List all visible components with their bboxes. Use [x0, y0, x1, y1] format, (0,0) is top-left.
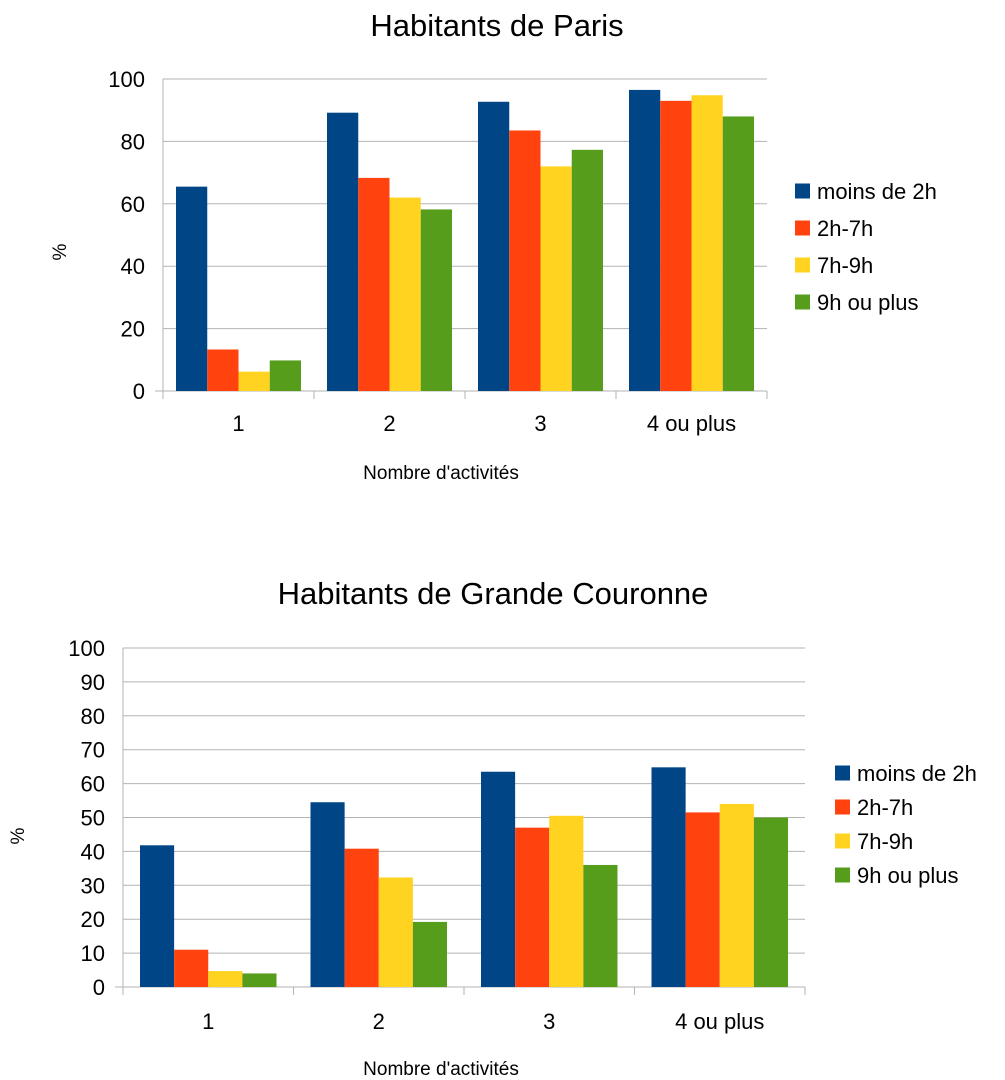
bar-2-3: [515, 827, 550, 987]
legend-label: moins de 2h: [817, 179, 937, 204]
y-tick-label: 20: [121, 317, 145, 342]
legend-swatch: [795, 257, 810, 273]
bar-1-4: [629, 89, 661, 392]
bar-2-4: [660, 100, 692, 391]
legend-swatch: [795, 220, 810, 236]
bar-1-1: [140, 845, 175, 987]
y-axis-label: %: [50, 243, 71, 260]
bar-2-4: [685, 812, 720, 987]
chart-title: Habitants de Paris: [370, 8, 623, 43]
x-tick-label: 2: [383, 411, 395, 436]
x-tick-label: 1: [232, 411, 244, 436]
legend-swatch: [795, 294, 810, 310]
legend-swatch: [835, 799, 850, 815]
bar-1-4: [651, 767, 686, 987]
bar-3-4: [691, 95, 723, 391]
chart-title: Habitants de Grande Couronne: [278, 576, 709, 611]
bar-1-3: [478, 101, 510, 391]
y-tick-label: 40: [81, 839, 105, 864]
y-tick-label: 100: [68, 636, 105, 661]
legend-label: moins de 2h: [857, 761, 977, 786]
x-tick-label: 1: [202, 1009, 214, 1034]
bar-2-2: [358, 177, 390, 391]
x-axis-label: Nombre d'activités: [363, 1059, 519, 1080]
y-axis-label: %: [8, 827, 29, 844]
chart-2: Habitants de Grande Couronne 0 10 20 30 40 50 6…: [8, 576, 977, 1080]
bar-3-1: [208, 971, 243, 987]
legend-swatch: [835, 765, 850, 781]
bar-4-2: [412, 921, 447, 987]
bar-4-4: [722, 116, 754, 391]
bar-4-1: [242, 973, 277, 987]
bar-3-3: [549, 815, 584, 987]
legend-swatch: [835, 867, 850, 883]
y-tick-label: 60: [121, 192, 145, 217]
bar-2-2: [344, 848, 379, 987]
bar-1-1: [176, 186, 208, 391]
y-tick-label: 20: [81, 907, 105, 932]
y-tick-label: 10: [81, 941, 105, 966]
x-tick-label: 2: [373, 1009, 385, 1034]
legend-label: 2h-7h: [857, 795, 913, 820]
bar-1-3: [481, 771, 516, 987]
x-tick-label: 3: [543, 1009, 555, 1034]
bar-4-1: [269, 360, 301, 391]
bar-3-3: [540, 166, 572, 391]
bar-2-1: [207, 349, 239, 391]
y-tick-label: 90: [81, 670, 105, 695]
y-tick-label: 80: [121, 129, 145, 154]
x-tick-label: 4 ou plus: [675, 1009, 764, 1034]
y-tick-label: 30: [81, 873, 105, 898]
bar-3-2: [378, 877, 413, 987]
legend-label: 9h ou plus: [857, 863, 959, 888]
legend-label: 2h-7h: [817, 216, 873, 241]
legend: moins de 2h 2h-7h 7h-9h 9h ou plus: [795, 179, 937, 315]
legend-label: 7h-9h: [817, 253, 873, 278]
bar-1-2: [327, 112, 359, 392]
x-axis-label: Nombre d'activités: [363, 463, 519, 484]
chart-1: Habitants de Paris 0 20 40 60 80 100 1 2 3 4 ou pl…: [50, 8, 937, 484]
bar-4-3: [583, 864, 618, 987]
bar-2-1: [174, 949, 209, 987]
y-tick-label: 80: [81, 704, 105, 729]
x-tick-label: 4 ou plus: [647, 411, 736, 436]
bar-3-4: [719, 803, 754, 987]
bar-1-2: [310, 802, 345, 987]
legend: moins de 2h 2h-7h 7h-9h 9h ou plus: [835, 761, 977, 888]
bar-4-3: [571, 149, 603, 391]
x-tick-label: 3: [534, 411, 546, 436]
y-tick-label: 50: [81, 806, 105, 831]
y-tick-label: 100: [108, 67, 145, 92]
y-tick-label: 60: [81, 772, 105, 797]
y-tick-label: 40: [121, 254, 145, 279]
legend-label: 7h-9h: [857, 829, 913, 854]
y-tick-label: 0: [93, 975, 105, 1000]
y-tick-label: 70: [81, 738, 105, 763]
legend-label: 9h ou plus: [817, 290, 919, 315]
legend-swatch: [795, 183, 810, 199]
bar-4-4: [753, 817, 788, 987]
legend-swatch: [835, 833, 850, 849]
bar-4-2: [420, 209, 452, 391]
bar-3-1: [238, 371, 270, 391]
bar-2-3: [509, 130, 541, 392]
bar-3-2: [389, 197, 421, 391]
y-tick-label: 0: [133, 379, 145, 404]
